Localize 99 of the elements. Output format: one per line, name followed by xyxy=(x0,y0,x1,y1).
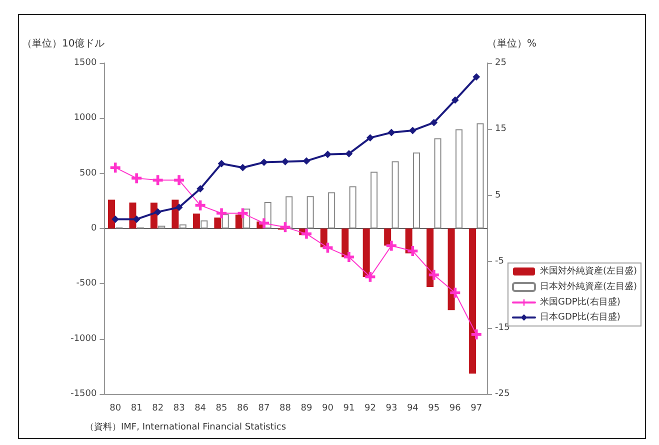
point xyxy=(260,158,268,166)
point xyxy=(112,216,119,223)
point xyxy=(472,73,480,80)
text: （資料）IMF, International Financial Statistics xyxy=(85,422,286,432)
bar xyxy=(286,196,293,228)
legend-label: 米国対外純資産(左目盛) xyxy=(540,266,638,276)
point xyxy=(216,208,227,218)
x-tick-label: 91 xyxy=(343,404,355,414)
x-tick-label: 84 xyxy=(194,404,206,414)
y-axis-title: （単位）10億ドル xyxy=(22,38,105,50)
bar xyxy=(129,202,136,228)
point xyxy=(196,185,204,192)
bar xyxy=(349,186,356,228)
point xyxy=(238,208,248,218)
bar xyxy=(469,228,476,374)
point xyxy=(218,160,226,168)
x-tick-label: 93 xyxy=(386,404,398,414)
bar xyxy=(392,161,399,228)
y2-tick-label: 25 xyxy=(495,58,506,68)
bar xyxy=(200,220,208,228)
bar xyxy=(384,228,392,246)
legend-label: 米国GDP比(右目盛) xyxy=(540,296,620,308)
bar xyxy=(192,214,200,228)
point xyxy=(110,162,120,173)
y-tick-label: 1000 xyxy=(74,113,97,124)
bar xyxy=(235,214,242,228)
y-tick-label: -1000 xyxy=(70,334,97,344)
point xyxy=(259,218,270,228)
bar xyxy=(434,138,442,228)
point xyxy=(428,270,439,280)
x-tick-label: 96 xyxy=(449,404,462,414)
point xyxy=(282,158,289,166)
point xyxy=(301,228,312,239)
x-tick-label: 81 xyxy=(130,404,142,414)
point xyxy=(133,216,140,223)
point xyxy=(302,157,310,164)
bar xyxy=(108,200,115,228)
point xyxy=(176,204,183,211)
point xyxy=(365,272,376,282)
point xyxy=(132,173,142,184)
bar xyxy=(222,214,229,228)
bar xyxy=(448,228,455,310)
point xyxy=(239,164,246,172)
x-tick-label: 86 xyxy=(237,404,249,414)
bar xyxy=(370,172,378,228)
point xyxy=(366,134,374,142)
bar xyxy=(214,218,222,228)
y-tick-label: 1500 xyxy=(74,58,97,68)
x-tick-label: 85 xyxy=(216,404,228,414)
y2-tick-label: 5 xyxy=(495,190,501,200)
point xyxy=(174,175,184,186)
x-tick-label: 83 xyxy=(173,404,185,414)
y2-tick-label: -15 xyxy=(495,322,510,333)
y2-tick-label: 15 xyxy=(495,124,506,134)
y2-axis-title: （単位）% xyxy=(487,38,537,50)
y2-tick-label: -25 xyxy=(495,389,510,399)
x-tick-label: 89 xyxy=(300,404,312,414)
bar xyxy=(413,152,420,228)
point xyxy=(430,119,438,126)
x-tick-label: 92 xyxy=(364,404,376,414)
point xyxy=(280,222,290,232)
x-tick-label: 87 xyxy=(258,404,270,414)
bar xyxy=(455,129,462,228)
legend-label: 日本対外純資産(左目盛) xyxy=(540,281,638,292)
x-tick-label: 94 xyxy=(406,404,419,414)
x-tick-label: 97 xyxy=(470,404,482,414)
point xyxy=(471,329,482,340)
bar xyxy=(342,228,349,258)
point xyxy=(195,200,206,210)
x-tick-label: 95 xyxy=(428,404,440,414)
y-tick-label: -500 xyxy=(76,278,97,289)
point xyxy=(452,96,459,104)
point xyxy=(322,242,333,253)
bar xyxy=(362,228,370,278)
point xyxy=(345,150,352,158)
point xyxy=(154,208,162,216)
bar xyxy=(426,228,434,287)
point xyxy=(388,129,395,136)
bar xyxy=(179,224,186,228)
legend-label: 日本GDP比(右目盛) xyxy=(540,312,620,322)
bar xyxy=(306,196,314,228)
x-tick-label: 82 xyxy=(152,404,164,414)
bar xyxy=(328,192,336,228)
point xyxy=(409,127,416,134)
point xyxy=(450,288,460,298)
bar xyxy=(476,123,484,228)
point xyxy=(344,252,354,262)
x-tick-label: 80 xyxy=(110,404,122,414)
y2-tick-label: -5 xyxy=(495,256,504,267)
x-tick-label: 88 xyxy=(280,404,292,414)
y-tick-label: 500 xyxy=(80,168,97,178)
point xyxy=(386,240,396,251)
y-tick-label: 0 xyxy=(90,224,97,234)
bar xyxy=(172,200,179,228)
y-tick-label: -1500 xyxy=(70,389,97,399)
point xyxy=(324,150,332,158)
x-tick-label: 90 xyxy=(322,404,334,414)
point xyxy=(152,175,163,186)
point xyxy=(408,246,418,256)
